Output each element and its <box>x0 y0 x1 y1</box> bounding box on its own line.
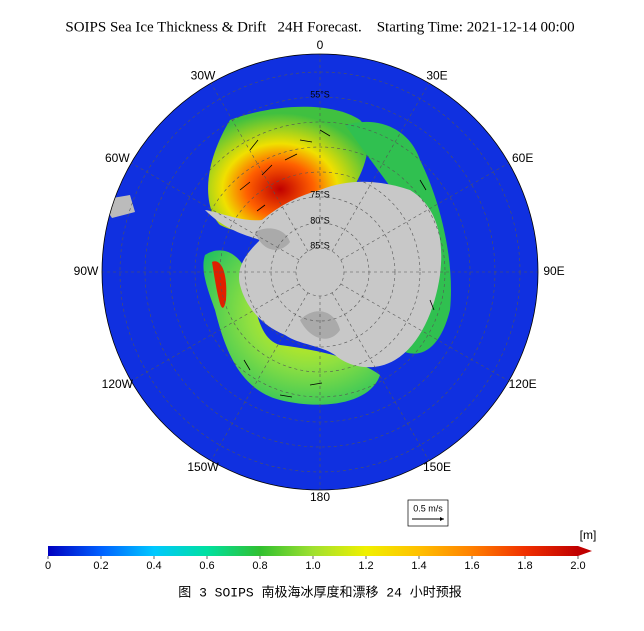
title: SOIPS Sea Ice Thickness & Drift 24H Fore… <box>65 19 574 35</box>
longitude-label: 30E <box>426 68 447 82</box>
longitude-label: 150E <box>423 460 451 474</box>
longitude-label: 30W <box>191 68 216 82</box>
meridian <box>340 161 511 261</box>
colorbar-tick-label: 0.4 <box>146 560 161 572</box>
antarctica <box>205 181 442 368</box>
ice-shelf <box>300 311 340 339</box>
ice-shelf <box>255 228 290 250</box>
longitude-label: 60W <box>105 151 130 165</box>
meridian <box>209 81 309 252</box>
caption: 图 3 SOIPS 南极海冰厚度和漂移 24 小时预报 <box>178 584 461 600</box>
colorbar-unit: [m] <box>580 528 597 542</box>
longitude-label: 150W <box>187 460 219 474</box>
latitude-label: 55°S <box>310 89 330 99</box>
latitude-label: 80°S <box>310 215 330 225</box>
latitude-labels: 55°S 75°S 80°S 85°S <box>310 89 330 250</box>
colorbar-tick-label: 1.4 <box>411 560 426 572</box>
reference-box <box>407 499 449 527</box>
meridian <box>331 292 431 463</box>
longitude-label: 180 <box>310 490 330 504</box>
drift-arrows <box>239 129 435 398</box>
graticule <box>102 54 538 490</box>
reference-label: 0.5 m/s <box>413 503 443 513</box>
longitude-label: 90E <box>543 264 564 278</box>
colorbar-tick-label: 2.0 <box>570 560 585 572</box>
longitude-label: 120W <box>102 377 134 391</box>
colorbar-tick-label: 1.6 <box>464 560 479 572</box>
colorbar-extension <box>578 546 592 556</box>
longitude-labels: 0 30E 60E 90E 120E 150E 180 150W 120W 90W 60W 30W <box>74 38 565 504</box>
map-border <box>101 53 539 491</box>
meridian <box>340 283 511 383</box>
meridian <box>209 292 309 463</box>
longitude-label: 60E <box>512 151 533 165</box>
colorbar-tick-label: 0.2 <box>93 560 108 572</box>
longitude-label: 0 <box>317 38 324 52</box>
map <box>102 54 538 490</box>
colorbar-tick-label: 0 <box>45 560 51 572</box>
colorbar-tick-label: 1.0 <box>305 560 320 572</box>
colorbar-tick-label: 1.8 <box>517 560 532 572</box>
colorbar-tick-label: 0.8 <box>252 560 267 572</box>
latitude-circle <box>219 171 421 373</box>
longitude-label: 90W <box>74 264 99 278</box>
meridian <box>331 81 431 252</box>
colorbar <box>48 546 578 556</box>
meridian <box>129 161 300 261</box>
colorbar-tick-label: 0.6 <box>199 560 214 572</box>
reference-arrow-head <box>440 517 444 521</box>
colorbar-ticks: 0 0.2 0.4 0.6 0.8 1.0 1.2 1.4 1.6 1.8 2.0 <box>45 556 586 572</box>
latitude-label: 85°S <box>310 240 330 250</box>
meridian <box>129 283 300 383</box>
longitude-label: 120E <box>509 377 537 391</box>
colorbar-tick-label: 1.2 <box>358 560 373 572</box>
latitude-circle <box>194 146 446 398</box>
latitude-label: 75°S <box>310 189 330 199</box>
